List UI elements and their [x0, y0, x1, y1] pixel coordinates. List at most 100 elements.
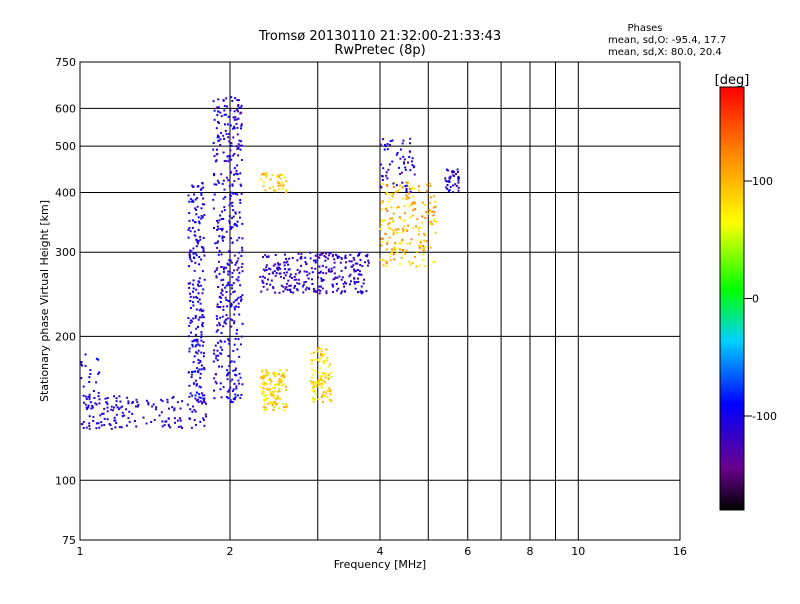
echo-point — [454, 183, 457, 186]
echo-point — [215, 183, 218, 186]
echo-point — [320, 280, 323, 282]
echo-point — [199, 302, 202, 305]
echo-point — [400, 257, 403, 259]
echo-point — [432, 206, 435, 209]
echo-point — [219, 306, 222, 308]
echo-point — [344, 257, 347, 259]
echo-point — [233, 320, 236, 323]
echo-point — [455, 184, 458, 187]
echo-point — [223, 320, 226, 323]
echo-point — [224, 286, 227, 289]
echo-point — [230, 171, 233, 174]
echo-point — [97, 422, 100, 425]
echo-point — [160, 398, 163, 401]
echo-point — [215, 153, 218, 156]
echo-point — [314, 398, 316, 401]
echo-point — [412, 166, 415, 169]
echo-point — [153, 418, 156, 421]
echo-point — [198, 256, 201, 258]
echo-point — [380, 223, 383, 226]
echo-point — [281, 187, 284, 190]
echo-point — [389, 217, 392, 220]
echo-point — [272, 409, 275, 412]
echo-point — [320, 285, 322, 288]
echo-point — [389, 252, 392, 255]
echo-point — [272, 373, 275, 376]
echo-point — [212, 148, 215, 151]
echo-point — [203, 254, 206, 257]
echo-point — [236, 220, 239, 223]
echo-point — [278, 387, 281, 390]
echo-point — [200, 193, 203, 196]
echo-point — [446, 187, 449, 190]
echo-point — [236, 99, 239, 101]
echo-point — [216, 179, 219, 182]
echo-point — [328, 251, 331, 254]
echo-point — [97, 358, 100, 361]
echo-point — [392, 253, 395, 256]
echo-point — [325, 252, 328, 255]
echo-point — [317, 276, 319, 279]
echo-point — [103, 424, 106, 426]
echo-point — [277, 268, 279, 271]
echo-point — [424, 216, 427, 219]
echo-point — [293, 286, 296, 289]
echo-point — [100, 424, 103, 427]
echo-point — [89, 401, 92, 404]
echo-point — [285, 389, 287, 391]
echo-point — [264, 269, 266, 272]
echo-point — [407, 161, 409, 164]
echo-point — [413, 187, 416, 190]
echo-point — [88, 427, 91, 430]
echo-point — [297, 252, 300, 255]
echo-point — [265, 173, 268, 176]
echo-point — [224, 129, 227, 132]
echo-point — [274, 190, 277, 193]
echo-point — [322, 353, 324, 356]
echo-point — [408, 205, 411, 208]
echo-point — [225, 113, 227, 116]
echo-point — [405, 187, 408, 190]
echo-point — [202, 316, 205, 319]
echo-point — [385, 206, 388, 209]
stats-line-x: mean, sd,X: 80.0, 20.4 — [608, 47, 722, 58]
echo-point — [88, 398, 91, 401]
echo-point — [260, 173, 263, 176]
echo-point — [277, 262, 279, 265]
echo-point — [214, 242, 217, 245]
echo-point — [89, 369, 92, 372]
echo-point — [407, 192, 410, 195]
echo-point — [322, 271, 325, 274]
echo-point — [358, 251, 361, 254]
echo-point — [200, 333, 203, 336]
echo-point — [235, 374, 238, 377]
echo-point — [223, 206, 226, 209]
echo-point — [227, 338, 230, 341]
echo-point — [329, 252, 332, 255]
echo-point — [310, 362, 313, 365]
echo-point — [228, 388, 231, 391]
echo-point — [221, 229, 224, 232]
echo-point — [88, 422, 91, 425]
echo-point — [201, 325, 204, 328]
echo-point — [231, 276, 234, 279]
echo-point — [407, 185, 410, 188]
echo-point — [388, 143, 391, 146]
echo-point — [312, 400, 315, 403]
echo-point — [240, 184, 243, 187]
echo-point — [219, 388, 222, 391]
echo-point — [412, 195, 415, 198]
echo-point — [212, 360, 215, 363]
echo-point — [384, 208, 387, 210]
echo-point — [239, 396, 242, 399]
echo-point — [264, 382, 267, 385]
echo-point — [86, 408, 89, 410]
echo-point — [367, 259, 370, 262]
echo-point — [428, 182, 431, 185]
echo-point — [235, 278, 238, 281]
echo-point — [326, 396, 329, 399]
echo-point — [382, 183, 385, 186]
echo-point — [169, 426, 172, 429]
echo-point — [189, 198, 192, 201]
echo-point — [230, 142, 233, 145]
